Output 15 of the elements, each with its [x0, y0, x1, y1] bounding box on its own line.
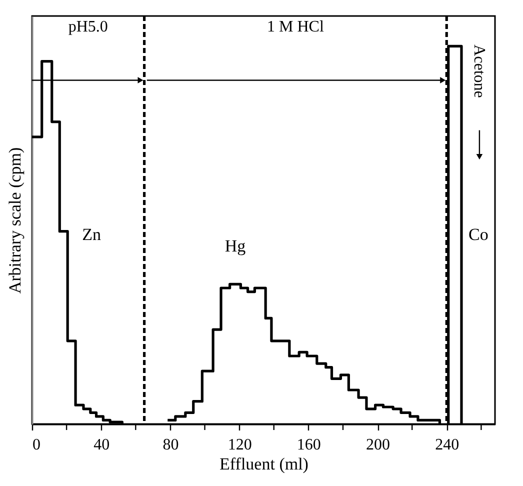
text: pH5.0: [68, 18, 108, 36]
annotation: Acetone: [470, 44, 488, 98]
x-tick-label: 40: [94, 436, 110, 454]
series-label: Zn: [82, 225, 102, 244]
series-label: Co: [468, 225, 488, 244]
x-tick-label: 0: [32, 436, 40, 454]
x-tick-label: 120: [228, 436, 252, 454]
x-tick-label: 240: [435, 436, 460, 454]
x-tick-label: 200: [366, 436, 390, 454]
x-tick-label: 80: [162, 436, 179, 454]
x-tick-label: 160: [296, 436, 321, 454]
x-axis-title: Effluent (ml): [220, 454, 308, 474]
text: 1 M HCl: [267, 18, 324, 36]
series-label: Hg: [224, 236, 246, 256]
y-axis-title: Arbitrary scale (cpm): [6, 147, 24, 294]
